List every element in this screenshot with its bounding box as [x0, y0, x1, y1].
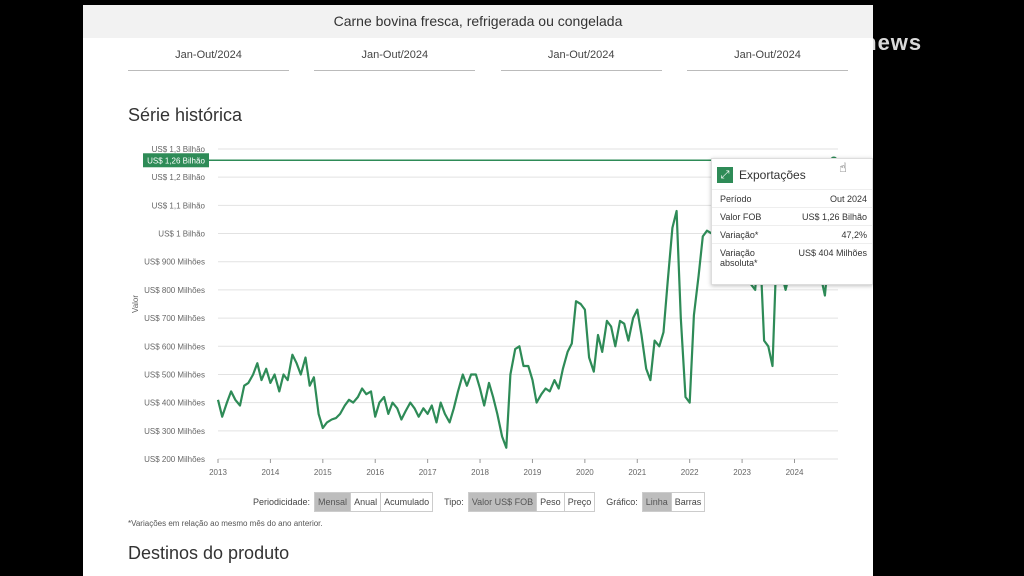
- tipo-peso-button[interactable]: Peso: [536, 492, 565, 512]
- section-title-destinos: Destinos do produto: [128, 543, 290, 563]
- x-tick-label: 2017: [419, 468, 437, 477]
- period-label-3: Jan-Out/2024: [500, 49, 662, 71]
- product-title: Carne bovina fresca, refrigerada ou cong…: [83, 5, 873, 38]
- y-tick-label: US$ 300 Milhões: [144, 427, 205, 436]
- x-tick-label: 2023: [733, 468, 751, 477]
- x-tick-label: 2022: [681, 468, 699, 477]
- section-title-serie: Série histórica: [128, 105, 243, 125]
- tooltip: ⤢ Exportações Período Out 2024 Valor FOB U…: [711, 158, 873, 285]
- periodicidade-anual-button[interactable]: Anual: [350, 492, 382, 512]
- expand-icon: ⤢: [717, 167, 733, 183]
- grafico-barras-button[interactable]: Barras: [670, 492, 706, 512]
- tooltip-row-label: Período: [720, 194, 752, 204]
- y-tick-label: US$ 500 Milhões: [144, 370, 205, 379]
- x-tick-label: 2015: [314, 468, 332, 477]
- y-tick-label: US$ 700 Milhões: [144, 314, 205, 323]
- periodicidade-label: Periodicidade:: [253, 497, 311, 507]
- periodicidade-group: Periodicidade: Mensal Anual Acumulado: [253, 492, 434, 512]
- period-label-4: Jan-Out/2024: [686, 49, 848, 71]
- period-row: Jan-Out/2024 Jan-Out/2024 Jan-Out/2024 J…: [128, 49, 848, 71]
- y-tick-label: US$ 200 Milhões: [144, 455, 205, 464]
- y-tick-label: US$ 800 Milhões: [144, 286, 205, 295]
- periodicidade-mensal-button[interactable]: Mensal: [314, 492, 352, 512]
- y-tick-label: US$ 600 Milhões: [144, 342, 205, 351]
- tooltip-row-label: Variação absoluta*: [720, 248, 758, 268]
- tooltip-header: ⤢ Exportações: [712, 159, 872, 190]
- tooltip-row: Valor FOB US$ 1,26 Bilhão: [712, 208, 872, 226]
- x-tick-label: 2019: [524, 468, 542, 477]
- grid-layer: [218, 148, 838, 460]
- tooltip-row: Variação* 47,2%: [712, 226, 872, 244]
- highlight-badge-bg: [143, 153, 209, 168]
- y-tick-label: US$ 1 Bilhão: [158, 230, 205, 239]
- tipo-label: Tipo:: [444, 497, 464, 507]
- tipo-group: Tipo: Valor US$ FOB Peso Preço: [444, 492, 596, 512]
- periodicidade-acumulado-button[interactable]: Acumulado: [380, 492, 434, 512]
- tooltip-row: Período Out 2024: [712, 190, 872, 208]
- x-tick-label: 2014: [262, 468, 280, 477]
- highlight-badge: US$ 1,26 Bilhão: [143, 153, 209, 168]
- y-tick-labels: US$ 200 Milhões US$ 300 Milhões US$ 400 Mi…: [144, 145, 205, 464]
- tooltip-row: Variação absoluta* US$ 404 Milhões: [712, 244, 872, 271]
- period-label-1: Jan-Out/2024: [128, 49, 289, 71]
- y-tick-label: US$ 900 Milhões: [144, 258, 205, 267]
- y-tick-label: US$ 400 Milhões: [144, 399, 205, 408]
- tooltip-row-value: 47,2%: [841, 230, 867, 240]
- tooltip-row-label: Valor FOB: [720, 212, 762, 222]
- tooltip-row-label: Variação*: [720, 230, 759, 240]
- page-panel: Carne bovina fresca, refrigerada ou cong…: [83, 5, 873, 576]
- hand-cursor-icon: ☝: [839, 160, 847, 175]
- x-tick-label: 2018: [471, 468, 489, 477]
- line-chart[interactable]: US$ 200 Milhões US$ 300 Milhões US$ 400 Mi…: [83, 135, 873, 495]
- tipo-valor-button[interactable]: Valor US$ FOB: [467, 492, 538, 512]
- x-tick-labels: 2013 2014 2015 2016 2017 2018 2019 2020 2021 2022…: [209, 459, 804, 477]
- grafico-linha-button[interactable]: Linha: [641, 492, 672, 512]
- footnote: *Variações em relação ao mesmo mês do an…: [128, 519, 323, 528]
- tooltip-row-value: US$ 1,26 Bilhão: [801, 212, 867, 222]
- x-tick-label: 2020: [576, 468, 594, 477]
- tipo-preco-button[interactable]: Preço: [563, 492, 596, 512]
- tooltip-row-value: Out 2024: [829, 194, 867, 204]
- highlight-badge-label: US$ 1,26 Bilhão: [147, 156, 205, 165]
- tooltip-title: Exportações: [739, 168, 806, 182]
- tooltip-row-value: US$ 404 Milhões: [798, 248, 867, 258]
- x-tick-label: 2024: [786, 468, 804, 477]
- chart-controls: Periodicidade: Mensal Anual Acumulado Ti…: [253, 492, 716, 512]
- x-tick-label: 2016: [366, 468, 384, 477]
- grafico-label: Gráfico:: [606, 497, 638, 507]
- y-axis-label: Valor: [131, 295, 140, 313]
- y-tick-label: US$ 1,3 Bilhão: [152, 145, 206, 154]
- period-label-2: Jan-Out/2024: [314, 49, 476, 71]
- background-right: [873, 0, 1024, 576]
- grafico-group: Gráfico: Linha Barras: [606, 492, 706, 512]
- y-tick-label: US$ 1,2 Bilhão: [152, 173, 206, 182]
- x-tick-label: 2013: [209, 468, 227, 477]
- y-tick-label: US$ 1,1 Bilhão: [152, 201, 206, 210]
- x-tick-label: 2021: [628, 468, 646, 477]
